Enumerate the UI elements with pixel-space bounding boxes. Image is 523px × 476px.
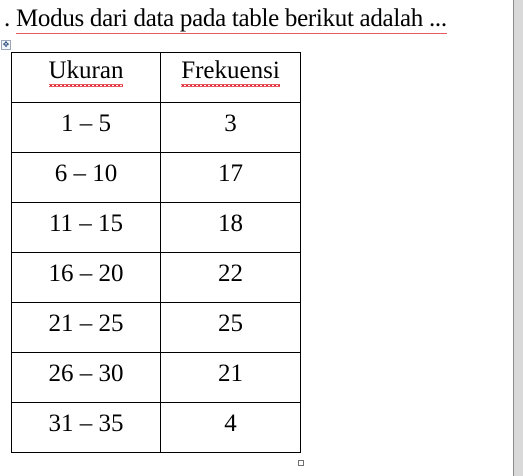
table-row: 26 – 30 21 [11, 352, 301, 403]
table-row: 21 – 25 25 [11, 302, 301, 353]
page-edge [513, 0, 514, 476]
table-row: 11 – 15 18 [11, 202, 301, 253]
header-frekuensi: Frekuensi [160, 52, 301, 103]
table-row: 31 – 35 4 [11, 402, 301, 453]
question-marker: . [4, 5, 11, 32]
cell-ukuran: 31 – 35 [11, 402, 161, 453]
cell-frekuensi: 18 [160, 202, 301, 253]
table-row: 6 – 10 17 [11, 152, 301, 203]
cell-frekuensi: 22 [160, 252, 301, 303]
cell-ukuran: 11 – 15 [11, 202, 161, 253]
page-edge-shadow [514, 0, 523, 476]
cell-frekuensi: 21 [160, 352, 301, 403]
table-move-icon[interactable]: ✥ [1, 40, 11, 50]
table-row: 16 – 20 22 [11, 252, 301, 303]
cell-frekuensi: 3 [160, 102, 301, 153]
question-line: . Modus dari data pada table berikut ada… [0, 4, 513, 34]
frequency-table: Ukuran Frekuensi 1 – 5 3 6 – 10 17 11 – … [11, 52, 301, 453]
table-header-row: Ukuran Frekuensi [11, 52, 301, 103]
cell-frekuensi: 17 [160, 152, 301, 203]
table-resize-icon[interactable] [298, 460, 304, 466]
cell-ukuran: 21 – 25 [11, 302, 161, 353]
cell-frekuensi: 25 [160, 302, 301, 353]
cell-frekuensi: 4 [160, 402, 301, 453]
header-ukuran: Ukuran [11, 52, 161, 103]
cell-ukuran: 6 – 10 [11, 152, 161, 203]
table-row: 1 – 5 3 [11, 102, 301, 153]
cell-ukuran: 1 – 5 [11, 102, 161, 153]
cell-ukuran: 26 – 30 [11, 352, 161, 403]
cell-ukuran: 16 – 20 [11, 252, 161, 303]
question-text: Modus dari data pada table berikut adala… [16, 4, 447, 34]
